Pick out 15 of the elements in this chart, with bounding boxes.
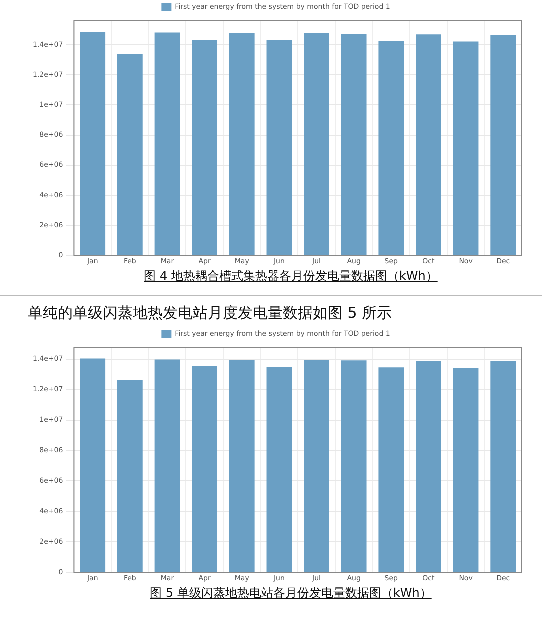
bar [453, 368, 479, 572]
bar [490, 362, 516, 572]
bar [378, 368, 404, 572]
bar [229, 360, 255, 572]
caption: 图 4 地热耦合槽式集热器各月份发电量数据图（kWh） [144, 269, 438, 283]
chart-subtitle: 单纯的单级闪蒸地热发电站月度发电量数据如图 5 所示 [28, 304, 394, 323]
bar [266, 367, 292, 572]
bar [304, 360, 330, 572]
bar [341, 360, 367, 572]
bar [154, 360, 180, 572]
bar [192, 366, 218, 572]
bar [80, 358, 106, 572]
bar [416, 361, 442, 572]
bar [118, 380, 143, 572]
caption: 图 5 单级闪蒸地热电站各月份发电量数据图（kWh） [150, 586, 432, 600]
